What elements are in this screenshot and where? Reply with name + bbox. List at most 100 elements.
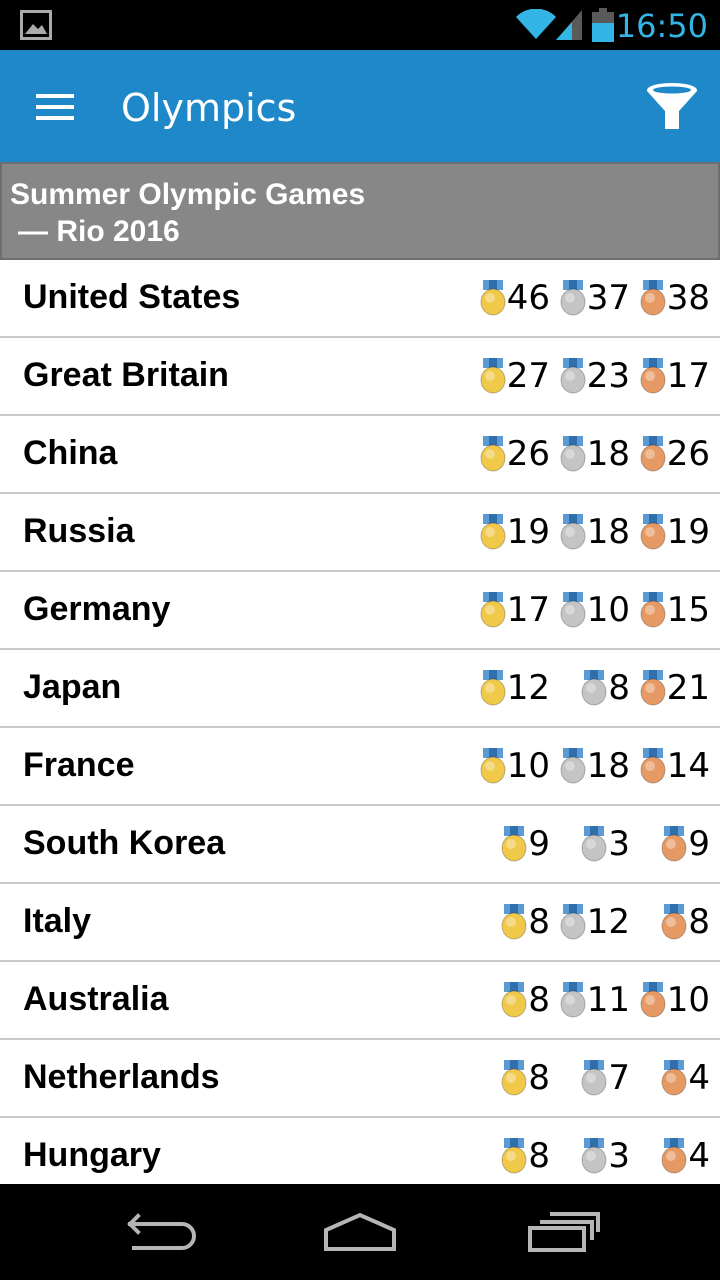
gold-medal-count: 8: [501, 980, 550, 1020]
bronze-medal-count: 15: [640, 590, 710, 630]
status-clock: 16:50: [615, 7, 708, 45]
bronze-medal-icon: [661, 1060, 687, 1096]
bronze-medal-count: 26: [640, 434, 710, 474]
silver-medal-count: 3: [581, 824, 630, 864]
bronze-medal-icon: [640, 748, 666, 784]
gold-count-value: 8: [528, 980, 550, 1020]
bronze-medal-count: 4: [661, 1136, 710, 1176]
bronze-medal-count: 9: [661, 824, 710, 864]
gold-medal-count: 8: [501, 902, 550, 942]
gold-medal-count: 19: [480, 512, 550, 552]
gold-medal-icon: [480, 748, 506, 784]
silver-medal-icon: [560, 592, 586, 628]
silver-medal-icon: [560, 904, 586, 940]
bronze-count-value: 38: [666, 278, 710, 318]
gold-medal-count: 8: [501, 1058, 550, 1098]
section-title-line2: — Rio 2016: [18, 215, 180, 248]
filter-funnel-icon[interactable]: [645, 81, 699, 133]
gold-medal-count: 27: [480, 356, 550, 396]
country-row[interactable]: South Korea 9 3 9: [0, 806, 720, 884]
recents-icon[interactable]: [526, 1208, 600, 1254]
silver-medal-count: 3: [581, 1136, 630, 1176]
silver-count-value: 37: [586, 278, 630, 318]
bronze-medal-icon: [640, 436, 666, 472]
country-row[interactable]: Germany 17 10 15: [0, 572, 720, 650]
silver-medal-icon: [560, 748, 586, 784]
silver-count-value: 18: [586, 512, 630, 552]
country-row[interactable]: Japan 12 8 21: [0, 650, 720, 728]
bronze-medal-icon: [640, 514, 666, 550]
bronze-medal-count: 19: [640, 512, 710, 552]
bronze-medal-icon: [661, 826, 687, 862]
country-row[interactable]: Russia 19 18 19: [0, 494, 720, 572]
gold-medal-count: 8: [501, 1136, 550, 1176]
country-row[interactable]: Italy 8 12 8: [0, 884, 720, 962]
gold-count-value: 9: [528, 824, 550, 864]
silver-count-value: 18: [586, 434, 630, 474]
gold-count-value: 46: [506, 278, 550, 318]
bronze-count-value: 8: [688, 902, 710, 942]
bronze-medal-count: 17: [640, 356, 710, 396]
country-row[interactable]: United States 46 37 38: [0, 260, 720, 338]
gold-count-value: 10: [506, 746, 550, 786]
bronze-count-value: 4: [688, 1058, 710, 1098]
wifi-icon: [516, 9, 556, 39]
country-name: South Korea: [23, 824, 226, 862]
country-row[interactable]: China 26 18 26: [0, 416, 720, 494]
country-name: Japan: [23, 668, 122, 706]
country-row[interactable]: Great Britain 27 23 17: [0, 338, 720, 416]
silver-count-value: 11: [586, 980, 630, 1020]
silver-medal-icon: [581, 1138, 607, 1174]
bronze-count-value: 14: [666, 746, 710, 786]
country-row[interactable]: Australia 8 11 10: [0, 962, 720, 1040]
country-name: Hungary: [23, 1136, 161, 1174]
country-name: Australia: [23, 980, 169, 1018]
bronze-medal-count: 38: [640, 278, 710, 318]
gold-medal-count: 46: [480, 278, 550, 318]
gold-medal-count: 26: [480, 434, 550, 474]
country-row[interactable]: Netherlands 8 7 4: [0, 1040, 720, 1118]
silver-count-value: 12: [586, 902, 630, 942]
silver-medal-count: 12: [560, 902, 630, 942]
country-name: Netherlands: [23, 1058, 220, 1096]
silver-medal-count: 18: [560, 512, 630, 552]
gold-count-value: 19: [506, 512, 550, 552]
bronze-count-value: 9: [688, 824, 710, 864]
battery-icon: [592, 8, 614, 42]
gold-count-value: 8: [528, 902, 550, 942]
status-bar: 16:50: [0, 0, 720, 50]
home-icon[interactable]: [322, 1212, 398, 1252]
bronze-medal-count: 21: [640, 668, 710, 708]
section-title-line1: Summer Olympic Games: [10, 178, 366, 211]
country-name: China: [23, 434, 118, 472]
gold-medal-icon: [501, 982, 527, 1018]
country-name: United States: [23, 278, 241, 316]
country-row[interactable]: Hungary 8 3 4: [0, 1118, 720, 1184]
bronze-medal-icon: [640, 280, 666, 316]
gold-medal-icon: [501, 1060, 527, 1096]
bronze-count-value: 21: [666, 668, 710, 708]
bronze-medal-icon: [640, 592, 666, 628]
silver-medal-count: 7: [581, 1058, 630, 1098]
silver-medal-icon: [560, 982, 586, 1018]
bronze-medal-count: 4: [661, 1058, 710, 1098]
app-bar: Olympics: [0, 50, 720, 162]
silver-medal-count: 18: [560, 746, 630, 786]
country-name: Germany: [23, 590, 171, 628]
gold-count-value: 8: [528, 1058, 550, 1098]
bronze-medal-count: 14: [640, 746, 710, 786]
silver-count-value: 10: [586, 590, 630, 630]
country-row[interactable]: France 10 18 14: [0, 728, 720, 806]
silver-count-value: 18: [586, 746, 630, 786]
silver-medal-count: 23: [560, 356, 630, 396]
hamburger-menu-icon[interactable]: [36, 92, 76, 122]
silver-count-value: 3: [608, 1136, 630, 1176]
bronze-count-value: 19: [666, 512, 710, 552]
silver-medal-icon: [581, 670, 607, 706]
gold-medal-icon: [480, 436, 506, 472]
silver-medal-count: 37: [560, 278, 630, 318]
gold-count-value: 8: [528, 1136, 550, 1176]
bronze-count-value: 26: [666, 434, 710, 474]
back-icon[interactable]: [124, 1212, 196, 1252]
bronze-medal-count: 8: [661, 902, 710, 942]
